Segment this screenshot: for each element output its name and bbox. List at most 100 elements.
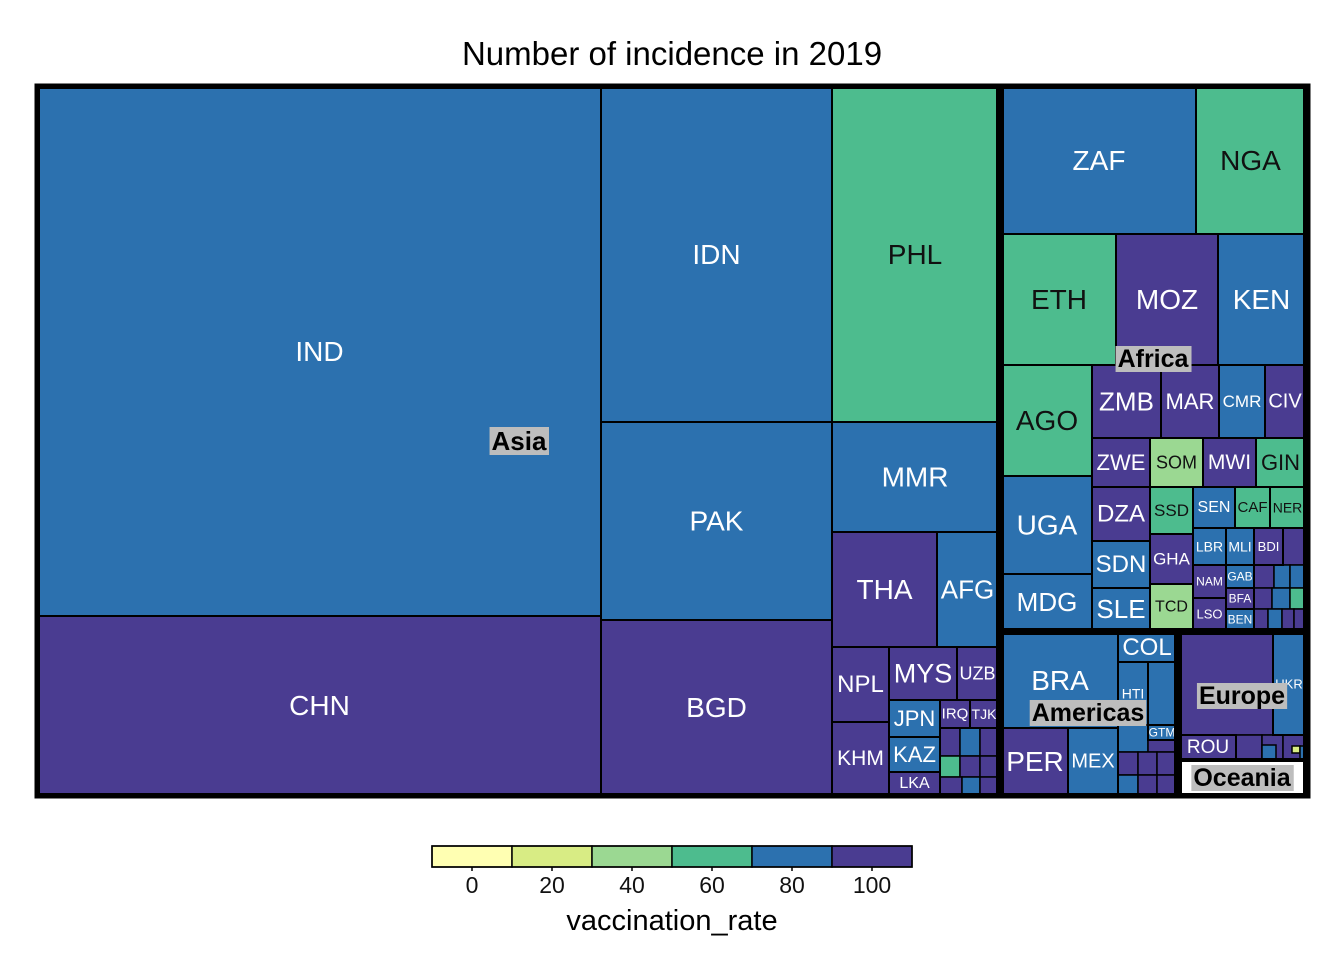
- cell-label: BDI: [1258, 539, 1280, 554]
- treemap-cell-minor: [1117, 774, 1139, 796]
- treemap-cell-minor: [939, 755, 961, 778]
- legend-swatch: [511, 845, 593, 868]
- cell-label: COL: [1122, 634, 1171, 661]
- treemap-cell-caf: CAF: [1234, 486, 1271, 529]
- treemap-cell-bfa: BFA: [1225, 587, 1255, 610]
- treemap-cell-minor: [1281, 608, 1295, 631]
- treemap-cell-dza: DZA: [1091, 486, 1151, 542]
- region-label-bg: [1115, 346, 1192, 372]
- cell-rect: [831, 421, 999, 533]
- cell-rect: [600, 421, 833, 621]
- cell-label: GTM: [1149, 726, 1176, 740]
- cell-rect: [1195, 86, 1306, 235]
- treemap-cell-minor: [1291, 745, 1301, 754]
- treemap-cell-gha: GHA: [1149, 533, 1194, 585]
- treemap-cell-minor: [939, 727, 961, 757]
- treemap-cell-lbr: LBR: [1192, 527, 1227, 566]
- cell-label: AFG: [941, 575, 994, 605]
- cell-label: LBR: [1196, 539, 1223, 555]
- treemap-cell-sdn: SDN: [1091, 540, 1151, 589]
- cell-label: LKA: [899, 775, 930, 792]
- treemap-cell-minor: [1147, 739, 1177, 753]
- treemap-cell-cmr: CMR: [1218, 364, 1266, 439]
- cell-rect: [1067, 727, 1119, 796]
- treemap-cell-minor: [1253, 564, 1275, 589]
- cell-label: IRQ: [942, 706, 969, 723]
- legend-tick-label: 80: [779, 872, 805, 898]
- legend-tick-label: 100: [853, 872, 891, 898]
- cell-rect: [939, 699, 971, 729]
- cell-label: NER: [1273, 500, 1303, 516]
- cell-label: CMR: [1223, 392, 1262, 411]
- treemap-cell-minor: [979, 727, 999, 757]
- treemap-cell-minor: [1137, 751, 1158, 776]
- treemap-cell-tha: THA: [831, 531, 938, 648]
- treemap-cell-phl: PHL: [831, 86, 999, 423]
- treemap-cell-irq: IRQ: [939, 699, 971, 729]
- cell-label: TCD: [1155, 599, 1188, 616]
- cell-label: MEX: [1071, 751, 1114, 773]
- region-label-africa: Africa: [1115, 345, 1192, 373]
- treemap-cell-jpn: JPN: [888, 699, 941, 738]
- treemap-cell-som: SOM: [1149, 437, 1204, 488]
- chart-title: Number of incidence in 2019: [462, 35, 882, 72]
- cell-label: SOM: [1156, 453, 1197, 473]
- treemap-cell-bdi: BDI: [1253, 527, 1284, 566]
- cell-label: JPN: [894, 706, 936, 731]
- cell-label: THA: [857, 574, 913, 605]
- legend-title: vaccination_rate: [566, 905, 777, 937]
- treemap-cell-minor: [1273, 564, 1291, 589]
- treemap-cell-minor: [1271, 587, 1291, 610]
- treemap-cell-col: COL: [1117, 632, 1177, 663]
- treemap-cell-minor: [939, 776, 963, 796]
- color-legend: 0 20 40 60 80 100: [431, 845, 913, 898]
- treemap-cell-minor: [1261, 744, 1277, 761]
- treemap-cell-afg: AFG: [936, 531, 999, 648]
- cell-rect: [1264, 364, 1306, 439]
- legend-tick-label: 20: [539, 872, 565, 898]
- cell-label: NGA: [1220, 145, 1281, 176]
- legend-swatch: [431, 845, 513, 868]
- cell-label: IDN: [692, 239, 740, 270]
- cell-label: ROU: [1187, 737, 1229, 758]
- cell-label: ZAF: [1073, 145, 1126, 176]
- legend-tick-label: 0: [466, 872, 479, 898]
- treemap-cell-bgd: BGD: [600, 619, 833, 796]
- treemap-cell-mex: MEX: [1067, 727, 1119, 796]
- cell-label: CIV: [1268, 391, 1302, 413]
- treemap-cell-lso: LSO: [1192, 597, 1227, 631]
- treemap-cell-mli: MLI: [1225, 527, 1255, 566]
- legend-frame: [431, 845, 913, 868]
- treemap-outline: [34, 83, 1311, 799]
- treemap-cell-minor: [1156, 751, 1177, 776]
- region-label-text: Africa: [1118, 345, 1190, 373]
- treemap-cell-mys: MYS: [888, 646, 958, 701]
- treemap-cell-minor: [1267, 608, 1283, 631]
- treemap-cell-zaf: ZAF: [1001, 86, 1197, 235]
- cell-rect: [37, 86, 602, 617]
- region-label-text: Europe: [1199, 682, 1285, 710]
- cell-rect: [936, 531, 999, 648]
- cell-label: PER: [1006, 746, 1064, 777]
- treemap-cell-civ: CIV: [1264, 364, 1306, 439]
- treemap-cell-pak: PAK: [600, 421, 833, 621]
- cell-rect: [888, 736, 941, 773]
- region-label-asia: Asia: [489, 426, 549, 456]
- cell-label: UZB: [960, 664, 996, 684]
- cell-rect: [1149, 486, 1194, 535]
- treemap-cell-minor: [1289, 564, 1306, 589]
- treemap-cell-minor: [959, 755, 981, 778]
- treemap-cell-minor: [961, 776, 981, 796]
- treemap-cell-gtm: GTM: [1147, 724, 1177, 741]
- cell-label: MOZ: [1136, 284, 1198, 315]
- cell-label: MMR: [882, 462, 949, 493]
- treemap-cell-minor: [1253, 587, 1273, 610]
- treemap-cell-minor: [979, 755, 999, 778]
- cell-rect: [1115, 233, 1219, 366]
- cell-label: KAZ: [893, 742, 936, 767]
- treemap-cell-sle: SLE: [1091, 587, 1151, 631]
- cell-rect: [1149, 583, 1194, 631]
- treemap-cell-ken: KEN: [1217, 233, 1306, 366]
- treemap-cell-minor: [979, 776, 999, 796]
- treemap-cells: IND CHN IDN PAK BGD PHL MMR THA AFG NPL MYS UZB JPN I…: [37, 86, 1306, 796]
